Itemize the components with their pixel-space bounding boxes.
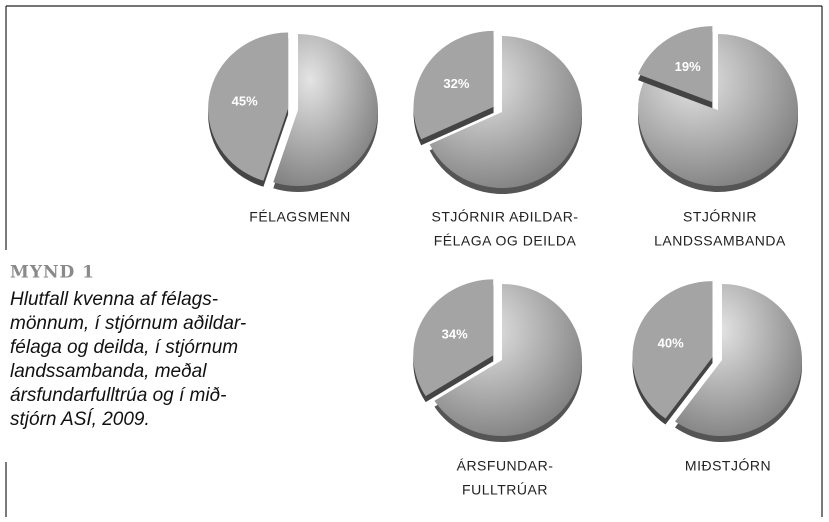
caption-line: mönnum, í stjórnum aðildar- xyxy=(10,313,246,334)
data-label: 34% xyxy=(442,327,468,342)
pie-title: FÉLAGA OG DEILDA xyxy=(434,233,577,249)
caption-line: Hlutfall kvenna af félags- xyxy=(10,289,218,310)
pie-rest xyxy=(429,36,583,188)
pie-slice xyxy=(208,32,289,181)
caption-line: stjórn ASÍ, 2009. xyxy=(10,409,150,430)
pie-slice xyxy=(637,26,713,103)
pie-slice xyxy=(632,281,713,419)
data-label: 19% xyxy=(675,59,701,74)
data-label: 45% xyxy=(232,93,258,108)
data-label: 40% xyxy=(658,336,684,351)
pie-title: MIÐSTJÓRN xyxy=(685,458,771,474)
pie-slice xyxy=(413,279,494,397)
pie-title: FULLTRÚAR xyxy=(462,482,548,498)
frame xyxy=(5,5,823,517)
pie-title: ÁRSFUNDAR- xyxy=(457,458,554,474)
pie-rest xyxy=(273,34,378,186)
figure-label: MYND 1 xyxy=(10,263,95,283)
pie-slice xyxy=(413,30,494,140)
caption-line: landssambanda, meðal xyxy=(10,361,207,382)
pie-title: STJÓRNIR xyxy=(683,209,757,225)
pie-title: STJÓRNIR AÐILDAR- xyxy=(432,209,579,225)
data-label: 32% xyxy=(443,76,469,91)
pie-title: FÉLAGSMENN xyxy=(249,209,350,225)
pie-rest xyxy=(674,284,803,436)
pie-rest xyxy=(434,284,583,437)
caption-line: félaga og deilda, í stjórnum xyxy=(10,337,238,358)
pie-title: LANDSSAMBANDA xyxy=(654,233,786,249)
pie-rest xyxy=(638,34,798,187)
caption-line: ársfundarfulltrúa og í mið- xyxy=(10,385,227,406)
